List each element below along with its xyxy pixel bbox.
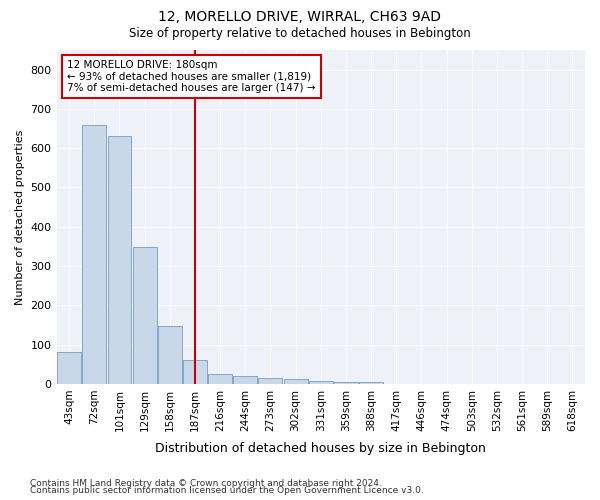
Text: Contains public sector information licensed under the Open Government Licence v3: Contains public sector information licen… — [30, 486, 424, 495]
Text: 12, MORELLO DRIVE, WIRRAL, CH63 9AD: 12, MORELLO DRIVE, WIRRAL, CH63 9AD — [158, 10, 442, 24]
Bar — [334, 382, 358, 384]
Bar — [158, 326, 182, 384]
X-axis label: Distribution of detached houses by size in Bebington: Distribution of detached houses by size … — [155, 442, 486, 455]
Bar — [284, 379, 308, 384]
Text: 12 MORELLO DRIVE: 180sqm
← 93% of detached houses are smaller (1,819)
7% of semi: 12 MORELLO DRIVE: 180sqm ← 93% of detach… — [67, 60, 316, 93]
Bar — [259, 378, 283, 384]
Bar — [183, 360, 207, 384]
Text: Contains HM Land Registry data © Crown copyright and database right 2024.: Contains HM Land Registry data © Crown c… — [30, 478, 382, 488]
Bar — [233, 376, 257, 384]
Bar — [82, 124, 106, 384]
Bar — [208, 374, 232, 384]
Bar — [359, 382, 383, 384]
Y-axis label: Number of detached properties: Number of detached properties — [15, 130, 25, 304]
Bar — [107, 136, 131, 384]
Bar — [133, 247, 157, 384]
Text: Size of property relative to detached houses in Bebington: Size of property relative to detached ho… — [129, 28, 471, 40]
Bar — [57, 352, 81, 384]
Bar — [309, 381, 333, 384]
